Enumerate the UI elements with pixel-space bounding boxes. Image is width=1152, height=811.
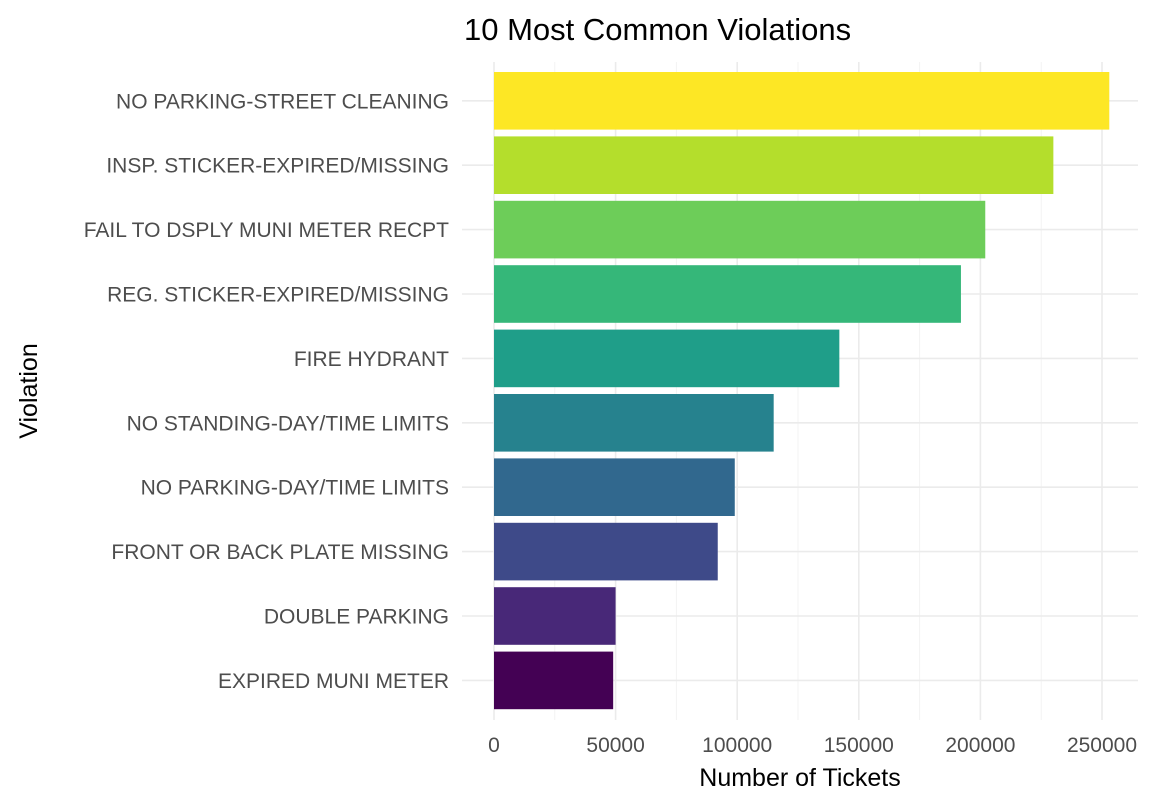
bar [494, 265, 961, 323]
bar [494, 587, 616, 645]
y-tick-label: INSP. STICKER-EXPIRED/MISSING [106, 155, 449, 178]
y-tick-label: NO PARKING-STREET CLEANING [116, 90, 449, 113]
y-tick-label: FAIL TO DSPLY MUNI METER RECPT [84, 219, 449, 242]
x-tick-label: 100000 [702, 734, 772, 757]
y-tick-labels: NO PARKING-STREET CLEANING INSP. STICKER-… [84, 90, 449, 693]
x-tick-labels: 0 50000 100000 150000 200000 250000 [488, 734, 1137, 757]
x-tick-label: 150000 [824, 734, 894, 757]
bar [494, 329, 840, 388]
y-tick-label: DOUBLE PARKING [264, 606, 449, 629]
chart-title: 10 Most Common Violations [464, 12, 851, 47]
bar [494, 651, 614, 710]
y-tick-label: NO STANDING-DAY/TIME LIMITS [127, 412, 449, 435]
bar [494, 200, 986, 259]
y-tick-label: EXPIRED MUNI METER [218, 670, 449, 693]
bar [494, 522, 718, 581]
bar [494, 136, 1054, 194]
bars [494, 72, 1110, 710]
y-tick-label: FRONT OR BACK PLATE MISSING [111, 541, 449, 564]
y-tick-label: REG. STICKER-EXPIRED/MISSING [107, 284, 449, 307]
bar [494, 458, 735, 516]
y-tick-label: NO PARKING-DAY/TIME LIMITS [141, 477, 449, 500]
bar [494, 394, 774, 452]
x-tick-label: 200000 [945, 734, 1015, 757]
x-tick-label: 0 [488, 734, 500, 757]
y-tick-label: FIRE HYDRANT [294, 348, 449, 371]
bar [494, 72, 1110, 130]
x-tick-label: 250000 [1067, 734, 1137, 757]
x-axis-title: Number of Tickets [699, 764, 900, 792]
y-axis-title: Violation [15, 343, 43, 438]
x-tick-label: 50000 [586, 734, 644, 757]
